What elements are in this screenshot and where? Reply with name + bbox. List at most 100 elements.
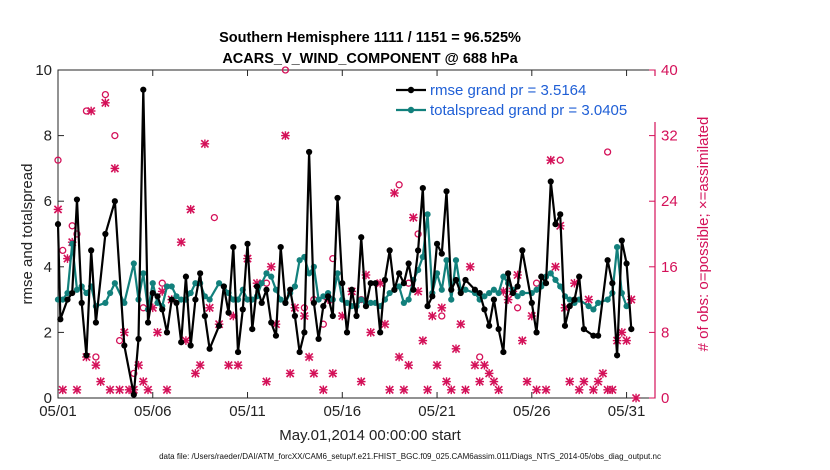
x-tick-label: 05/21 <box>418 403 456 420</box>
obs-assimilated-marker <box>399 385 409 395</box>
rmse-point <box>367 280 374 287</box>
rmse-point <box>197 270 204 277</box>
rmse-point <box>310 299 317 306</box>
totalspread-point <box>519 289 526 297</box>
rmse-point <box>78 299 85 306</box>
rmse-point <box>201 312 208 320</box>
obs-assimilated-marker <box>442 377 451 386</box>
x-tick-label: 05/31 <box>608 403 646 420</box>
totalspread-point <box>405 296 412 303</box>
rmse-point <box>301 329 308 336</box>
left-axis-ticks: 0 2 4 6 8 10 <box>35 62 64 407</box>
obs-assimilated-marker <box>465 262 475 272</box>
totalspread-point <box>533 286 540 293</box>
totalspread-point <box>263 270 270 277</box>
left-tick-label: 2 <box>44 324 52 341</box>
totalspread-point <box>367 299 374 306</box>
totalspread-point <box>452 257 460 264</box>
left-tick-label: 6 <box>44 193 52 210</box>
totalspread-point <box>215 280 223 287</box>
rmse-point <box>552 221 559 228</box>
rmse-point <box>277 244 284 251</box>
rmse-point <box>163 329 171 336</box>
obs-assimilated-marker <box>589 385 598 395</box>
rmse-point <box>528 299 535 306</box>
rmse-point <box>495 326 502 333</box>
rmse-point <box>547 178 554 185</box>
rmse-point <box>533 329 540 336</box>
rmse-point <box>590 332 597 339</box>
obs-assimilated-marker <box>176 237 186 247</box>
right-axis-label: # of obs: o=possible; ×=assimilated <box>695 117 712 352</box>
totalspread-point <box>320 293 327 300</box>
rmse-point <box>296 348 303 356</box>
rmse-point <box>239 306 246 313</box>
rmse-point <box>144 319 152 326</box>
obs-assimilated-marker <box>101 98 110 108</box>
obs-assimilated-marker <box>162 385 172 395</box>
obs-assimilated-marker <box>489 377 499 386</box>
obs-assimilated-marker <box>233 360 243 370</box>
totalspread-point <box>604 296 611 303</box>
totalspread-point <box>419 253 426 261</box>
rmse-point <box>102 230 109 238</box>
rmse-point <box>372 280 379 287</box>
totalspread-point <box>130 260 137 267</box>
obs-assimilated-marker <box>356 377 366 386</box>
rmse-point <box>353 312 360 320</box>
left-tick-label: 8 <box>44 128 52 145</box>
rmse-point <box>609 280 616 287</box>
rmse-point <box>457 289 464 297</box>
rmse-point <box>438 250 445 257</box>
rmse-point <box>206 345 213 352</box>
obs-assimilated-marker <box>622 336 631 345</box>
obs-possible-marker <box>281 66 290 74</box>
rmse-point <box>287 286 294 293</box>
totalspread-point <box>443 257 450 264</box>
legend-rmse-marker <box>407 86 415 94</box>
rmse-point <box>566 303 573 310</box>
totalspread-point <box>400 299 407 306</box>
obs-assimilated-marker <box>427 311 437 321</box>
obs-possible-marker <box>210 213 219 222</box>
obs-assimilated-marker <box>53 205 63 214</box>
rmse-point <box>500 348 507 356</box>
rmse-point <box>339 280 346 287</box>
rmse-point <box>315 335 322 343</box>
rmse-point <box>178 339 185 346</box>
rmse-point <box>225 309 232 316</box>
rmse-point <box>595 332 602 339</box>
obs-assimilated-marker <box>551 262 560 272</box>
rmse-point <box>343 329 351 336</box>
rmse-point <box>192 296 199 303</box>
plot-frame <box>57 69 656 399</box>
totalspread-point <box>102 299 109 306</box>
obs-possible-marker <box>476 353 484 361</box>
totalspread-point <box>149 280 156 287</box>
obs-assimilated-marker <box>437 303 447 313</box>
totalspread-point <box>163 283 171 290</box>
rmse-point <box>628 326 635 333</box>
rmse-point <box>490 296 498 303</box>
totalspread-point <box>315 296 322 303</box>
right-tick-label: 16 <box>661 259 678 276</box>
rmse-point <box>542 280 550 287</box>
right-tick-label: 0 <box>661 390 669 407</box>
totalspread-point <box>462 286 469 293</box>
obs-assimilated-marker <box>432 360 442 370</box>
obs-assimilated-marker <box>418 336 428 345</box>
legend-box <box>386 76 656 122</box>
obs-assimilated-marker <box>451 344 461 354</box>
obs-possible-marker <box>73 230 81 238</box>
totalspread-point <box>590 306 597 313</box>
rmse-point <box>272 332 280 339</box>
rmse-point <box>405 260 412 267</box>
obs-assimilated-marker <box>565 377 575 386</box>
obs-assimilated-marker <box>58 385 68 395</box>
rmse-point <box>187 342 194 349</box>
rmse-point <box>519 247 526 254</box>
totalspread-point <box>448 296 455 303</box>
obs-assimilated-marker <box>446 385 456 395</box>
right-tick-label: 40 <box>661 62 678 79</box>
right-axis-ticks: 0 8 16 24 32 40 <box>649 62 678 407</box>
